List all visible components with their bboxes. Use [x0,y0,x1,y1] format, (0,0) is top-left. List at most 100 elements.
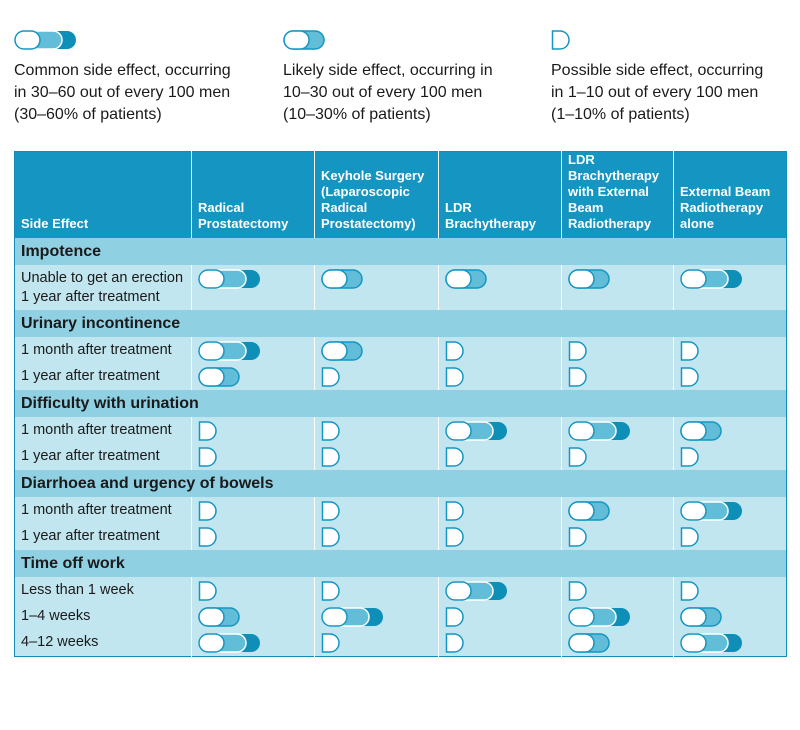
likelihood-cell [191,417,315,444]
row-label: 1 month after treatment [14,417,192,444]
possible-indicator-icon [445,447,555,467]
likelihood-cell [438,524,562,550]
likelihood-cell [561,265,674,310]
row-label: 4–12 weeks [14,630,192,657]
row-label: 1 month after treatment [14,337,192,364]
table-row: 1 month after treatment [14,417,787,444]
possible-indicator-icon [680,527,780,547]
possible-indicator-icon [321,421,432,441]
likely-indicator-icon [283,30,543,52]
possible-indicator-icon [321,367,432,387]
legend: Common side effect, occurring in 30–60 o… [0,30,800,140]
possible-indicator-icon [198,581,308,601]
section-title: Difficulty with urination [14,390,787,417]
likelihood-cell [438,337,562,364]
possible-indicator-icon [198,527,308,547]
common-indicator-icon [680,633,780,653]
likelihood-cell [673,444,787,470]
likelihood-cell [314,444,439,470]
legend-item-common: Common side effect, occurring in 30–60 o… [14,30,274,126]
common-indicator-icon [680,269,780,289]
likelihood-cell [191,630,315,657]
common-indicator-icon [321,607,432,627]
possible-indicator-icon [445,527,555,547]
likely-indicator-icon [321,341,432,361]
likelihood-cell [438,497,562,524]
possible-indicator-icon [321,633,432,653]
likelihood-cell [314,630,439,657]
header-side-effect: Side Effect [14,151,192,238]
possible-indicator-icon [568,527,667,547]
row-label: 1 year after treatment [14,364,192,390]
likelihood-cell [673,604,787,630]
possible-indicator-icon [198,421,308,441]
legend-item-likely: Likely side effect, occurring in 10–30 o… [283,30,543,126]
table-row: 1 year after treatment [14,524,787,550]
section-row: Impotence [14,238,787,265]
likelihood-cell [438,417,562,444]
likelihood-cell [191,265,315,310]
likely-indicator-icon [680,607,780,627]
row-label: 1 year after treatment [14,524,192,550]
likelihood-cell [438,630,562,657]
table-row: 4–12 weeks [14,630,787,657]
header-external-beam-alone: External Beam Radiotherapy alone [673,151,787,238]
possible-indicator-icon [568,447,667,467]
common-indicator-icon [14,30,274,52]
row-label: Unable to get an erection 1 year after t… [14,265,192,310]
possible-indicator-icon [568,341,667,361]
possible-indicator-icon [680,447,780,467]
likelihood-cell [314,524,439,550]
section-row: Diarrhoea and urgency of bowels [14,470,787,497]
table-row: Less than 1 week [14,577,787,604]
possible-indicator-icon [321,581,432,601]
possible-indicator-icon [568,367,667,387]
possible-indicator-icon [321,447,432,467]
likelihood-cell [561,497,674,524]
row-label: 1 month after treatment [14,497,192,524]
common-indicator-icon [680,501,780,521]
likelihood-cell [561,364,674,390]
section-row: Urinary incontinence [14,310,787,337]
likely-indicator-icon [445,269,555,289]
likelihood-cell [438,364,562,390]
likelihood-cell [673,417,787,444]
possible-indicator-icon [680,341,780,361]
table-body: Impotence Unable to get an erection 1 yea… [14,238,787,657]
possible-indicator-icon [445,341,555,361]
likelihood-cell [561,444,674,470]
header-ldr-with-external-beam: LDR Brachytherapy with External Beam Rad… [561,151,674,238]
section-title: Impotence [14,238,787,265]
likely-indicator-icon [321,269,432,289]
likelihood-cell [673,265,787,310]
possible-indicator-icon [445,633,555,653]
table-row: 1–4 weeks [14,604,787,630]
possible-indicator-icon [680,581,780,601]
table-row: 1 year after treatment [14,364,787,390]
likely-indicator-icon [568,633,667,653]
likelihood-cell [561,337,674,364]
likelihood-cell [191,364,315,390]
legend-text-possible: Possible side effect, occurring in 1–10 … [551,62,764,123]
section-title: Diarrhoea and urgency of bowels [14,470,787,497]
likelihood-cell [314,417,439,444]
likelihood-cell [561,524,674,550]
likelihood-cell [561,604,674,630]
table-row: Unable to get an erection 1 year after t… [14,265,787,310]
likelihood-cell [561,630,674,657]
header-keyhole-surgery: Keyhole Surgery (Laparoscopic Radical Pr… [314,151,439,238]
common-indicator-icon [198,633,308,653]
table-row: 1 month after treatment [14,337,787,364]
likelihood-cell [314,577,439,604]
likelihood-cell [438,604,562,630]
likelihood-cell [191,524,315,550]
common-indicator-icon [445,581,555,601]
table-header-row: Side Effect Radical Prostatectomy Keyhol… [14,151,787,238]
possible-indicator-icon [445,501,555,521]
possible-indicator-icon [680,367,780,387]
common-indicator-icon [198,269,308,289]
row-label: Less than 1 week [14,577,192,604]
likelihood-cell [191,444,315,470]
likelihood-cell [561,577,674,604]
table-row: 1 year after treatment [14,444,787,470]
